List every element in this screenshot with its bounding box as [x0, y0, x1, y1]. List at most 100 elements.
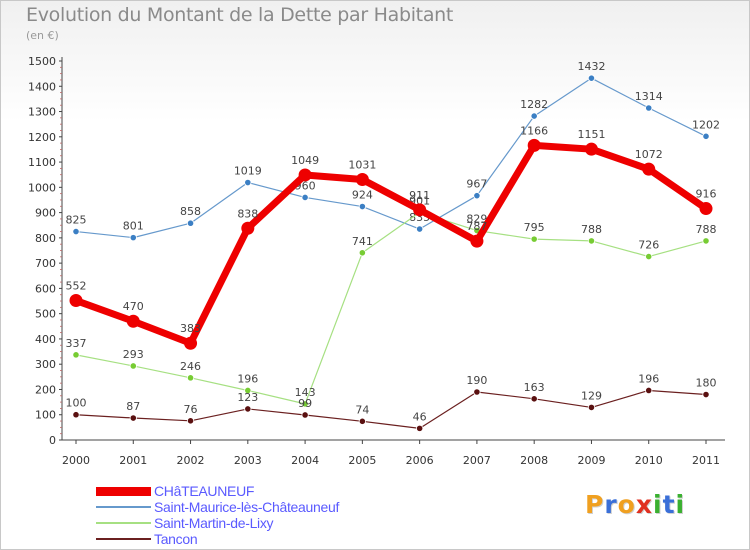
data-label-chateauneuf: 383: [180, 322, 201, 335]
data-point-saint-maurice-les-chateauneuf: [587, 74, 596, 82]
data-point-saint-martin-de-lixy: [702, 237, 710, 245]
legend-label: Saint-Martin-de-Lixy: [154, 515, 274, 531]
data-label-chateauneuf: 1031: [348, 159, 376, 172]
logo-letter: x: [635, 490, 653, 519]
data-label-saint-maurice-les-chateauneuf: 825: [66, 214, 87, 227]
y-tick-label: 1200: [28, 131, 56, 144]
logo-letter: i: [653, 490, 663, 519]
data-point-chateauneuf: [298, 168, 312, 182]
data-label-tancon: 180: [696, 377, 717, 390]
y-tick-label: 300: [35, 358, 56, 371]
data-point-chateauneuf: [355, 173, 369, 187]
data-point-tancon: [473, 388, 481, 396]
series-line-chateauneuf: [72, 141, 710, 347]
legend-label: CHâTEAUNEUF: [154, 483, 255, 499]
data-point-chateauneuf: [126, 314, 140, 328]
data-label-saint-maurice-les-chateauneuf: 858: [180, 205, 201, 218]
data-point-saint-martin-de-lixy: [530, 235, 538, 243]
x-tick-label: 2004: [291, 454, 319, 467]
data-label-saint-martin-de-lixy: 337: [66, 337, 87, 350]
y-tick-label: 100: [35, 409, 56, 422]
data-point-saint-martin-de-lixy: [244, 386, 252, 395]
data-point-tancon: [416, 424, 424, 432]
proxiti-logo: Proxiti: [585, 490, 685, 519]
y-tick-label: 0: [49, 434, 56, 447]
x-tick-label: 2010: [635, 454, 663, 467]
data-label-tancon: 46: [413, 410, 427, 423]
series-line-saint-martin-de-lixy: [75, 211, 707, 405]
legend-label: Saint-Maurice-lès-Châteauneuf: [154, 499, 340, 515]
x-tick-label: 2007: [463, 454, 491, 467]
data-label-chateauneuf: 1166: [520, 124, 548, 137]
x-tick-label: 2000: [62, 454, 90, 467]
data-point-tancon: [129, 414, 137, 422]
data-point-saint-maurice-les-chateauneuf: [702, 132, 710, 140]
data-label-tancon: 99: [298, 397, 312, 410]
data-point-saint-maurice-les-chateauneuf: [645, 104, 653, 112]
data-label-saint-maurice-les-chateauneuf: 1432: [577, 60, 605, 73]
data-point-chateauneuf: [241, 221, 255, 235]
data-label-chateauneuf: 911: [409, 189, 430, 202]
data-point-saint-martin-de-lixy: [358, 249, 366, 257]
data-label-tancon: 76: [184, 403, 198, 416]
data-label-tancon: 74: [355, 403, 369, 416]
y-tick-label: 200: [35, 383, 56, 396]
logo-letter: P: [585, 490, 605, 519]
data-point-tancon: [186, 417, 195, 425]
y-tick-label: 1500: [28, 55, 56, 68]
y-tick-label: 900: [35, 207, 56, 220]
data-label-saint-maurice-les-chateauneuf: 801: [123, 220, 144, 233]
data-point-saint-maurice-les-chateauneuf: [186, 219, 195, 227]
x-tick-label: 2011: [692, 454, 720, 467]
legend-label: Tancon: [154, 531, 198, 547]
data-label-saint-martin-de-lixy: 829: [466, 213, 487, 226]
data-label-saint-maurice-les-chateauneuf: 924: [352, 189, 373, 202]
data-point-tancon: [301, 411, 309, 419]
logo-letter: t: [662, 490, 676, 519]
data-point-saint-maurice-les-chateauneuf: [530, 112, 538, 120]
data-point-tancon: [645, 386, 653, 395]
data-point-chateauneuf: [413, 203, 427, 217]
data-point-saint-maurice-les-chateauneuf: [129, 234, 137, 242]
data-label-saint-martin-de-lixy: 788: [581, 223, 602, 236]
y-tick-label: 1300: [28, 106, 56, 119]
data-label-tancon: 100: [66, 397, 87, 410]
data-label-tancon: 123: [237, 391, 258, 404]
x-tick-label: 2003: [234, 454, 262, 467]
legend-swatch: [96, 506, 151, 508]
data-point-tancon: [72, 411, 80, 419]
x-tick-label: 2002: [177, 454, 205, 467]
data-point-saint-martin-de-lixy: [301, 400, 309, 408]
data-point-tancon: [530, 395, 538, 403]
y-tick-label: 400: [35, 333, 56, 346]
data-label-saint-maurice-les-chateauneuf: 1282: [520, 98, 548, 111]
data-label-saint-martin-de-lixy: 788: [696, 223, 717, 236]
data-label-chateauneuf: 1072: [635, 148, 663, 161]
data-point-chateauneuf: [470, 234, 484, 248]
y-tick-label: 500: [35, 308, 56, 321]
data-point-saint-martin-de-lixy: [587, 237, 596, 245]
data-label-chateauneuf: 838: [237, 207, 258, 220]
data-label-chateauneuf: 552: [66, 280, 87, 293]
data-point-saint-martin-de-lixy: [645, 252, 653, 261]
data-label-saint-martin-de-lixy: 143: [295, 386, 316, 399]
logo-letter: i: [675, 490, 686, 519]
y-tick-label: 1100: [28, 156, 56, 169]
legend-swatch: [96, 486, 151, 496]
data-label-tancon: 196: [638, 372, 659, 385]
y-tick-label: 700: [35, 257, 56, 270]
data-point-chateauneuf: [584, 142, 598, 156]
data-point-tancon: [702, 390, 710, 399]
chart-unit-label: (en €): [26, 29, 59, 42]
data-label-chateauneuf: 1151: [577, 128, 605, 141]
logo-letter: o: [617, 490, 636, 519]
data-label-saint-martin-de-lixy: 196: [237, 372, 258, 385]
x-tick-label: 2009: [577, 454, 605, 467]
x-tick-label: 2008: [520, 454, 548, 467]
legend-swatch: [96, 538, 151, 540]
data-point-tancon: [358, 417, 366, 425]
data-label-chateauneuf: 916: [696, 188, 717, 201]
data-point-chateauneuf: [642, 162, 656, 176]
